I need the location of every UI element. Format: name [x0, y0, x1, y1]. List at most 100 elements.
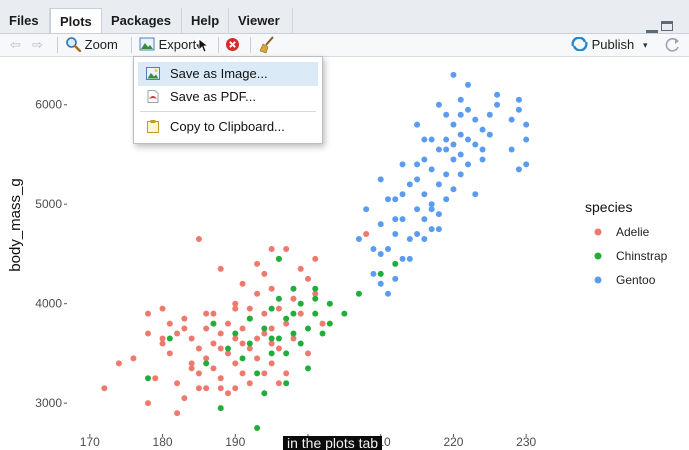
legend-label-gentoo: Gentoo — [616, 273, 656, 287]
x-tick-label: 190 — [225, 435, 245, 447]
data-point-chinstrap — [210, 320, 217, 327]
data-point-gentoo — [457, 131, 464, 138]
data-point-adelie — [225, 320, 231, 327]
data-point-adelie — [159, 340, 166, 347]
data-point-chinstrap — [319, 330, 326, 337]
data-point-adelie — [363, 231, 370, 238]
data-point-adelie — [232, 360, 239, 367]
data-point-chinstrap — [341, 310, 348, 317]
data-point-adelie — [174, 330, 181, 337]
data-point-chinstrap — [377, 270, 384, 277]
data-point-adelie — [297, 265, 304, 272]
data-point-adelie — [283, 245, 290, 252]
tab-plots[interactable]: Plots — [50, 8, 102, 33]
data-point-gentoo — [465, 161, 471, 168]
zoom-icon — [66, 37, 82, 53]
data-point-gentoo — [465, 136, 471, 143]
data-point-gentoo — [472, 141, 479, 148]
menu-item-save-as-image[interactable]: Save as Image... — [138, 62, 318, 86]
data-point-gentoo — [443, 111, 450, 118]
data-point-gentoo — [479, 156, 486, 163]
y-tick-label: 5000 — [35, 197, 62, 211]
plot-points — [101, 71, 530, 432]
data-point-gentoo — [472, 116, 479, 123]
data-point-adelie — [145, 310, 151, 317]
menu-item-copy-to-clipboard[interactable]: Copy to Clipboard... — [138, 115, 318, 139]
data-point-gentoo — [450, 156, 457, 163]
data-point-chinstrap — [312, 310, 319, 317]
data-point-adelie — [268, 325, 275, 332]
data-point-adelie — [181, 315, 188, 322]
data-point-adelie — [188, 365, 195, 372]
tab-files-label: Files — [9, 13, 39, 28]
data-point-gentoo — [392, 196, 399, 203]
data-point-gentoo — [523, 121, 530, 128]
data-point-gentoo — [457, 96, 464, 103]
data-point-adelie — [275, 345, 282, 352]
data-point-gentoo — [428, 206, 435, 213]
clipboard-icon — [147, 120, 159, 133]
data-point-gentoo — [377, 280, 384, 287]
tab-packages[interactable]: Packages — [102, 8, 182, 33]
data-point-adelie — [239, 340, 246, 347]
forward-arrow-icon[interactable]: ⇨ — [32, 37, 43, 52]
remove-plot-icon[interactable] — [225, 37, 240, 52]
data-point-gentoo — [508, 116, 515, 123]
publish-button[interactable]: Publish — [571, 34, 634, 56]
data-point-chinstrap — [166, 335, 173, 342]
tab-packages-label: Packages — [111, 13, 171, 28]
tab-viewer-label: Viewer — [238, 13, 280, 28]
data-point-chinstrap — [268, 335, 275, 342]
data-point-gentoo — [392, 275, 399, 282]
data-point-gentoo — [406, 181, 413, 188]
data-point-adelie — [159, 305, 166, 312]
pdf-icon — [147, 90, 159, 103]
data-point-adelie — [275, 305, 282, 312]
legend-label-chinstrap: Chinstrap — [616, 249, 668, 263]
data-point-gentoo — [450, 141, 457, 148]
data-point-chinstrap — [297, 300, 304, 307]
data-point-gentoo — [515, 106, 522, 113]
data-point-adelie — [232, 300, 239, 307]
tab-viewer[interactable]: Viewer — [229, 8, 293, 33]
data-point-chinstrap — [254, 370, 261, 377]
data-point-adelie — [152, 375, 159, 382]
menu-item-save-as-pdf[interactable]: Save as PDF... — [138, 85, 318, 109]
data-point-gentoo — [450, 186, 457, 193]
data-point-gentoo — [494, 91, 501, 98]
data-point-gentoo — [479, 146, 486, 153]
publish-dropdown-icon[interactable]: ▾ — [643, 40, 648, 50]
data-point-adelie — [145, 400, 151, 407]
data-point-adelie — [195, 370, 202, 377]
data-point-chinstrap — [275, 335, 282, 342]
data-point-gentoo — [494, 101, 501, 108]
minimize-pane-icon[interactable] — [646, 30, 658, 36]
back-arrow-icon[interactable]: ⇦ — [10, 37, 21, 52]
data-point-adelie — [195, 385, 202, 392]
data-point-adelie — [195, 345, 202, 352]
data-point-gentoo — [428, 201, 435, 208]
data-point-adelie — [319, 320, 326, 327]
data-point-adelie — [174, 380, 181, 387]
data-point-adelie — [210, 365, 217, 372]
data-point-gentoo — [443, 171, 450, 178]
data-point-adelie — [232, 385, 239, 392]
data-point-gentoo — [399, 191, 406, 198]
tab-help[interactable]: Help — [182, 8, 229, 33]
refresh-plot-icon[interactable] — [664, 37, 681, 54]
data-point-adelie — [217, 345, 224, 352]
export-button[interactable]: Export▾ — [139, 34, 201, 56]
data-point-adelie — [181, 395, 188, 402]
data-point-gentoo — [421, 216, 428, 223]
data-point-gentoo — [377, 221, 384, 228]
data-point-gentoo — [370, 270, 377, 277]
maximize-pane-icon[interactable] — [661, 21, 673, 31]
data-point-chinstrap — [268, 350, 275, 357]
data-point-gentoo — [421, 156, 428, 163]
zoom-button[interactable]: Zoom — [65, 34, 118, 56]
data-point-gentoo — [465, 81, 471, 88]
export-dropdown-menu: Save as Image... Save as PDF... Copy to … — [133, 56, 323, 144]
data-point-adelie — [195, 236, 202, 243]
tab-files[interactable]: Files — [0, 8, 50, 33]
broom-clear-icon[interactable] — [259, 36, 276, 54]
